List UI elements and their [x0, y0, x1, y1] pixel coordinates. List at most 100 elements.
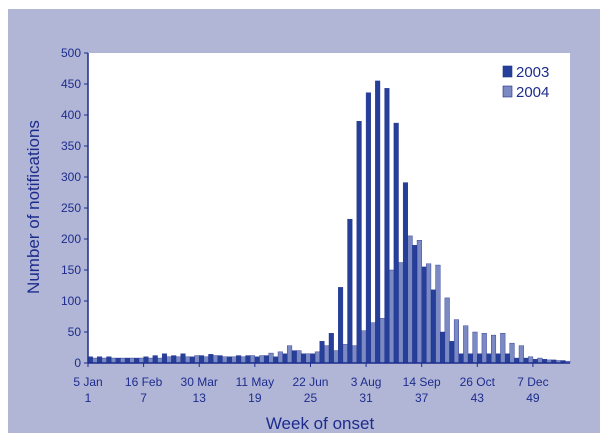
- bar-2004-week-39: [444, 297, 450, 364]
- bar-2004-week-28: [342, 344, 348, 364]
- bar-2003-week-29: [347, 218, 353, 364]
- x-tick-date-label: 22 Jun: [292, 375, 328, 389]
- bar-2004-week-29: [351, 345, 358, 364]
- x-tick-week-label: 13: [193, 391, 207, 405]
- bar-2004-week-10: [175, 356, 181, 364]
- bar-2003-week-18: [245, 355, 251, 364]
- x-axis-ticks: 5 Jan 1 16 Feb 7 30 Mar 13 11 May 19 22 Jun 25 3 A…: [73, 363, 549, 405]
- y-tick-label-500: 500: [61, 46, 81, 60]
- bar-2004-week-38: [435, 264, 441, 364]
- bar-2004-week-47: [518, 345, 524, 364]
- bar-2003-week-44: [486, 353, 492, 364]
- legend-label-2003: 2003: [516, 64, 549, 81]
- y-tick-label-100: 100: [61, 294, 81, 308]
- bar-2004-week-48: [528, 356, 534, 364]
- bar-2004-week-26: [324, 345, 330, 364]
- y-tick-label-200: 200: [61, 232, 81, 246]
- bar-2004-week-15: [222, 356, 228, 364]
- bar-2004-week-35: [407, 235, 413, 364]
- x-tick-date-label: 5 Jan: [73, 375, 102, 389]
- bar-2003-week-21: [273, 356, 279, 364]
- bar-2003-week-26: [319, 341, 325, 364]
- bar-2003-week-39: [440, 331, 446, 364]
- bar-2003-week-42: [467, 353, 473, 364]
- bar-2003-week-23: [291, 350, 297, 364]
- bar-2003-week-35: [402, 182, 408, 364]
- bar-2004-week-23: [296, 350, 302, 364]
- bar-2003-week-31: [365, 92, 371, 364]
- bar-2003-week-8: [152, 355, 158, 364]
- bar-2004-week-16: [231, 356, 237, 364]
- bar-2003-week-41: [458, 353, 464, 364]
- bar-2003-week-30: [356, 120, 362, 364]
- bar-2004-week-36: [416, 240, 422, 364]
- bar-2003-week-17: [236, 355, 242, 364]
- bar-2004-week-17: [240, 356, 246, 364]
- bar-2003-week-45: [495, 353, 501, 364]
- bar-2003-week-11: [180, 353, 186, 364]
- bar-2003-week-38: [430, 289, 436, 364]
- x-tick-date-label: 11 May: [236, 375, 274, 389]
- plot-area: [88, 53, 570, 363]
- x-tick-date-label: 3 Aug: [351, 375, 382, 389]
- y-tick-label-250: 250: [61, 201, 81, 215]
- bar-2003-week-12: [189, 356, 195, 364]
- x-tick-week-label: 19: [248, 391, 262, 405]
- bar-2004-week-12: [194, 355, 200, 364]
- bar-2003-week-16: [226, 356, 232, 364]
- bar-2004-week-46: [509, 342, 515, 364]
- bar-2004-week-43: [481, 333, 487, 364]
- bar-2004-week-20: [268, 352, 274, 364]
- bar-2004-week-42: [472, 331, 478, 364]
- bar-2003-week-2: [97, 356, 103, 364]
- bar-2004-week-22: [287, 345, 293, 364]
- x-tick-week-label: 7: [140, 391, 147, 405]
- bar-2004-week-13: [203, 356, 209, 364]
- bar-2003-week-46: [504, 353, 510, 364]
- x-tick-date-label: 30 Mar: [181, 375, 218, 389]
- bar-2004-week-18: [250, 355, 256, 364]
- y-tick-label-50: 50: [68, 325, 82, 339]
- y-axis-label: Number of notifications: [24, 120, 43, 294]
- bar-2003-week-10: [171, 355, 177, 364]
- bar-2003-week-34: [393, 122, 399, 364]
- bar-2003-week-15: [217, 355, 223, 364]
- bar-2004-week-41: [463, 325, 469, 364]
- bar-2004-week-33: [389, 269, 395, 364]
- bar-2003-week-32: [375, 80, 381, 364]
- bar-2004-week-11: [185, 356, 191, 364]
- bar-2003-week-43: [477, 353, 483, 364]
- y-axis-ticks: 0 50 100 150 200 250 300 350 400 450 500: [61, 46, 88, 370]
- bar-2004-week-19: [259, 355, 265, 364]
- y-tick-label-450: 450: [61, 77, 81, 91]
- legend-swatch-2003: [502, 65, 513, 78]
- bar-2003-week-14: [208, 354, 214, 364]
- legend-label-2004: 2004: [516, 84, 549, 101]
- bar-2003-week-20: [263, 355, 269, 364]
- bar-2003-week-19: [254, 356, 260, 364]
- bar-2003-week-27: [328, 333, 334, 364]
- y-tick-label-300: 300: [61, 170, 81, 184]
- bar-2004-week-9: [166, 356, 172, 364]
- bar-2004-week-44: [491, 334, 497, 364]
- bar-2003-week-3: [106, 356, 112, 364]
- bar-2003-week-7: [143, 356, 149, 364]
- bar-2003-week-28: [338, 287, 344, 364]
- x-tick-week-label: 43: [471, 391, 485, 405]
- x-tick-date-label: 16 Feb: [125, 375, 163, 389]
- bar-2004-week-31: [370, 322, 376, 364]
- bar-2004-week-14: [212, 355, 218, 364]
- x-tick-week-label: 31: [359, 391, 373, 405]
- bar-2004-week-25: [314, 351, 320, 364]
- bar-2004-week-30: [361, 330, 367, 364]
- bar-2003-week-22: [282, 353, 288, 364]
- bar-2003-week-33: [384, 88, 390, 364]
- bar-2004-week-32: [379, 318, 385, 364]
- bar-2004-week-27: [333, 350, 339, 364]
- x-tick-date-label: 26 Oct: [460, 375, 496, 389]
- x-tick-week-label: 49: [526, 391, 540, 405]
- bar-2003-week-40: [449, 341, 455, 364]
- bar-2003-week-24: [300, 353, 307, 364]
